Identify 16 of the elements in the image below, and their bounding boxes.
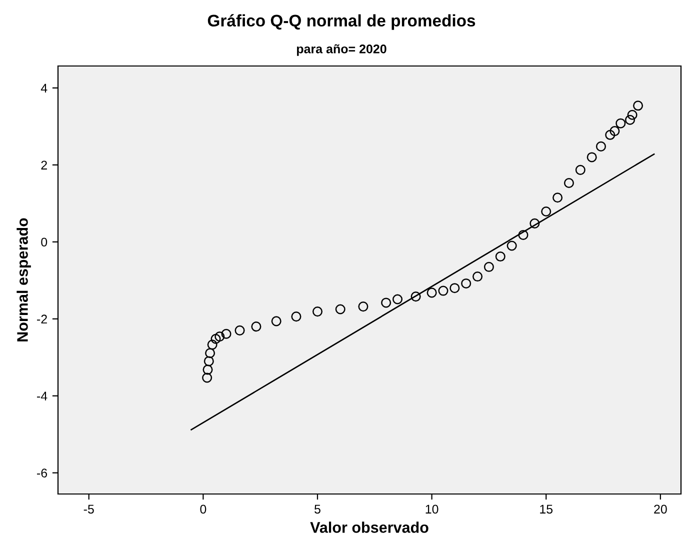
y-tick-label: -6 xyxy=(37,468,48,478)
y-tick-label: -2 xyxy=(37,314,47,324)
x-tick-label: 5 xyxy=(314,504,320,514)
x-tick-label: 20 xyxy=(654,504,667,514)
y-tick-label: -4 xyxy=(37,392,48,400)
x-tick-label: 0 xyxy=(200,504,206,514)
chart-subtitle: para año= 2020 xyxy=(296,44,386,56)
chart-title: Gráfico Q-Q normal de promedios xyxy=(208,14,476,30)
y-tick-label: 4 xyxy=(40,84,48,92)
y-axis-title: Normal esperado xyxy=(16,218,31,342)
x-tick-label: 15 xyxy=(540,504,553,514)
x-tick-label: -5 xyxy=(84,504,94,514)
x-axis-title: Valor observado xyxy=(310,522,428,533)
x-tick-label: 10 xyxy=(426,504,438,514)
y-tick-label: 2 xyxy=(41,160,47,170)
y-tick-label: 0 xyxy=(41,238,48,247)
